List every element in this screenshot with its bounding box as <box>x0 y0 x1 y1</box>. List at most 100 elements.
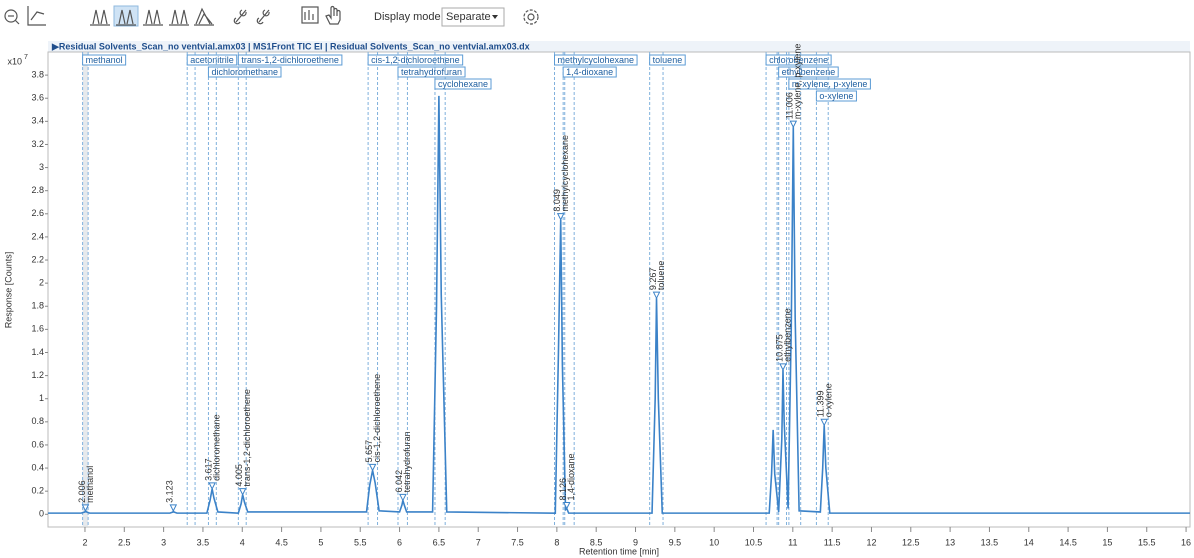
x-tick-label: 12 <box>866 537 876 547</box>
compound-label: toluene <box>649 54 686 66</box>
y-tick-label: 0 <box>39 509 44 519</box>
compound-label-box <box>815 90 857 102</box>
y-tick-label: 2.8 <box>31 185 44 195</box>
x-tick-label: 14.5 <box>1059 537 1077 547</box>
y-tick-label: 1.6 <box>31 324 44 334</box>
peak-rt-label: 6.042 <box>394 470 404 493</box>
x-tick-label: 14 <box>1024 537 1034 547</box>
y-tick-label: 3.4 <box>31 116 44 126</box>
x-tick-label: 13 <box>945 537 955 547</box>
compound-label-text: m-xylene, p-xylene <box>792 79 868 89</box>
peak-rt-label: 3.123 <box>165 480 175 503</box>
peak-rt-label: 8.126 <box>558 478 568 501</box>
peak-marker <box>238 488 247 496</box>
x-tick-label: 6 <box>397 537 402 547</box>
compound-label-box <box>562 66 617 78</box>
pan-button[interactable] <box>325 5 341 25</box>
axis-button[interactable] <box>27 6 46 26</box>
peaks-button[interactable] <box>90 9 110 26</box>
peaks-lines-button[interactable] <box>169 9 189 26</box>
trace <box>48 95 1190 514</box>
y-multiplier-exponent: 7 <box>24 54 28 61</box>
peak-name-label: o-xylene <box>824 383 834 417</box>
compound-label-text: methylcyclohexane <box>558 55 635 65</box>
peak-rt-label: 8.049 <box>552 189 562 212</box>
compound-label-text: trans-1,2-dichloroethene <box>241 55 339 65</box>
compound-label-text: dichloromethane <box>211 67 278 77</box>
peak-rt-label: 9.267 <box>648 268 658 291</box>
compound-label: ethylbenzene <box>778 66 839 78</box>
peaks-labels-button[interactable] <box>113 5 139 27</box>
compound-label-box <box>186 54 238 66</box>
settings-button[interactable] <box>523 9 539 25</box>
x-tick-label: 15 <box>1102 537 1112 547</box>
x-tick-label: 8.5 <box>590 537 603 547</box>
peaks-fill-button[interactable] <box>143 9 163 26</box>
x-tick-label: 9.5 <box>669 537 682 547</box>
x-tick-label: 13.5 <box>981 537 999 547</box>
y-tick-label: 0.8 <box>31 416 44 426</box>
compound-label: acetonitrile <box>186 54 238 66</box>
compound-label-text: ethylbenzene <box>782 67 836 77</box>
x-tick-label: 16 <box>1181 537 1191 547</box>
peak-rt-label: 4.005 <box>234 464 244 487</box>
peak-rt-label: 3.617 <box>204 458 214 481</box>
y-tick-label: 3.2 <box>31 139 44 149</box>
display-mode-value[interactable]: Separate <box>446 11 491 23</box>
y-tick-label: 3.6 <box>31 93 44 103</box>
peak-name-label: methanol <box>85 466 95 503</box>
x-tick-label: 12.5 <box>902 537 920 547</box>
compound-label-box <box>788 78 871 90</box>
compound-label: methanol <box>82 54 127 66</box>
x-axis-label: Retention time [min] <box>579 546 659 556</box>
compound-label-box <box>207 66 282 78</box>
compound-label: cyclohexane <box>434 78 492 90</box>
compound-label-box <box>765 54 832 66</box>
x-tick-label: 7 <box>476 537 481 547</box>
compound-label-box <box>397 66 466 78</box>
x-tick-label: 8 <box>554 537 559 547</box>
compound-label: cis-1,2-dichloroethene <box>367 54 464 66</box>
peak-marker <box>399 493 407 502</box>
compound-label: tetrahydrofuran <box>397 66 466 78</box>
autoscale-button[interactable] <box>301 6 319 24</box>
peak-marker <box>368 463 377 472</box>
peak-marker <box>208 482 216 490</box>
chart-title: ▶Residual Solvents_Scan_no ventvial.amx0… <box>51 41 530 51</box>
compound-label-box <box>778 66 839 78</box>
compound-label-box <box>367 54 464 66</box>
compound-label-text: toluene <box>653 55 683 65</box>
peak-name-label: dichloromethane <box>212 414 222 481</box>
x-tick-label: 3 <box>161 537 166 547</box>
compound-label: trans-1,2-dichloroethene <box>237 54 343 66</box>
y-tick-label: 2 <box>39 278 44 288</box>
link-y-button[interactable] <box>256 9 270 25</box>
y-tick-label: 2.2 <box>31 254 44 264</box>
x-tick-label: 3.5 <box>197 537 210 547</box>
compound-label: 1,4-dioxane <box>562 66 617 78</box>
y-tick-label: 1.2 <box>31 370 44 380</box>
compound-label: chlorobenzene <box>765 54 832 66</box>
link-x-button[interactable] <box>233 9 247 25</box>
display-mode-select[interactable]: Separate <box>441 7 505 27</box>
compound-label-text: o-xylene <box>819 91 853 101</box>
compound-label-text: 1,4-dioxane <box>566 67 613 77</box>
compound-label-text: chlorobenzene <box>769 55 828 65</box>
peak-marker <box>81 504 90 512</box>
compound-label: o-xylene <box>815 90 857 102</box>
x-tick-label: 10 <box>709 537 719 547</box>
y-tick-label: 0.2 <box>31 486 44 496</box>
zoom-out-button[interactable] <box>4 9 20 25</box>
peak-marker <box>169 504 178 512</box>
x-tick-label: 6.5 <box>433 537 446 547</box>
x-tick-label: 2 <box>82 537 87 547</box>
overlay-button[interactable] <box>194 7 214 26</box>
y-tick-label: 3 <box>39 162 44 172</box>
y-tick-label: 2.4 <box>31 231 44 241</box>
y-tick-label: 3.8 <box>31 69 44 79</box>
compound-label-box <box>434 78 492 90</box>
y-axis-label: Response [Counts] <box>3 252 13 329</box>
peak-name-label: cis-1,2-dichloroethene <box>372 374 382 463</box>
peak-marker <box>556 213 565 221</box>
compound-label-box <box>554 54 638 66</box>
